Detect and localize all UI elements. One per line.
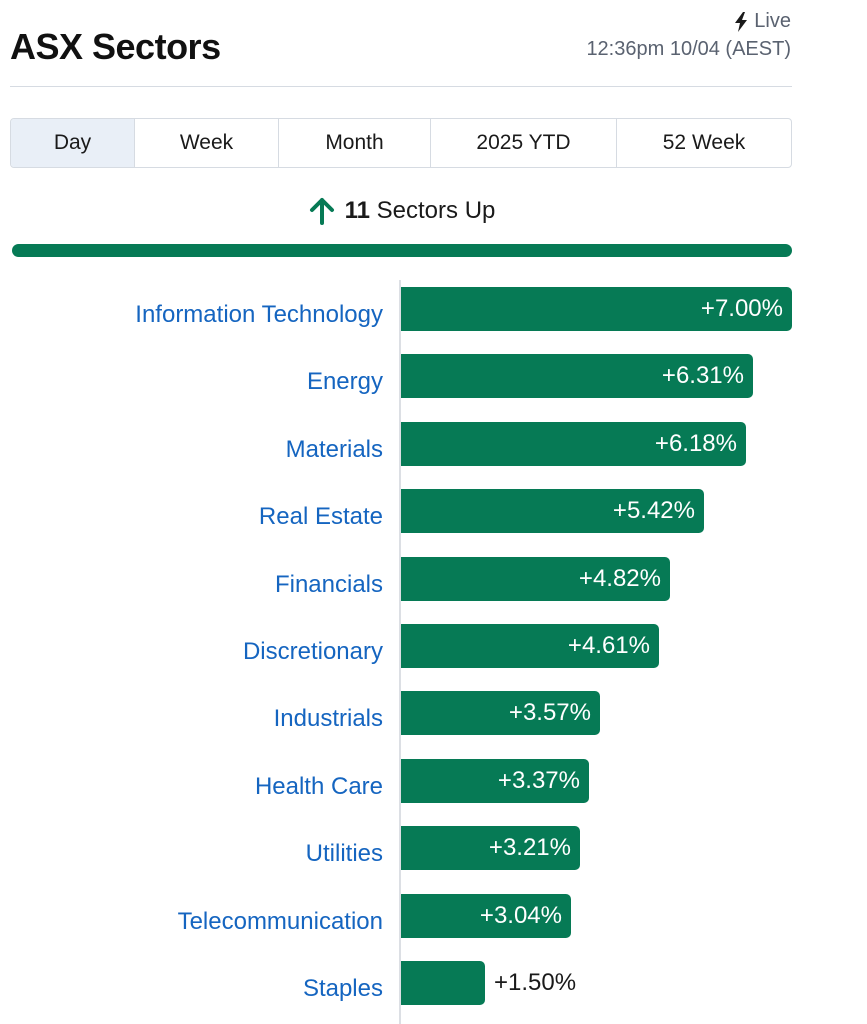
sector-label[interactable]: Discretionary <box>242 638 383 665</box>
sector-bar[interactable] <box>401 287 792 331</box>
sector-row: Materials +6.18% <box>0 422 867 472</box>
sector-bar[interactable] <box>401 557 670 601</box>
sector-bar[interactable] <box>401 422 746 466</box>
sector-bar[interactable] <box>401 826 580 870</box>
sector-value-label: +5.42% <box>612 497 695 524</box>
sector-row: Information Technology +7.00% <box>0 287 867 337</box>
sector-label[interactable]: Financials <box>274 571 383 598</box>
sector-value-label: +6.31% <box>661 362 744 389</box>
sector-bar[interactable] <box>401 624 659 668</box>
sector-bar[interactable] <box>401 354 753 398</box>
sector-label[interactable]: Telecommunication <box>177 908 383 935</box>
sector-bar[interactable] <box>401 961 485 1005</box>
sector-label[interactable]: Health Care <box>254 773 383 800</box>
sectors-up-count: 11 <box>344 197 370 224</box>
sectors-summary: 11 Sectors Up <box>0 196 802 226</box>
sector-value-label: +3.37% <box>497 767 580 794</box>
lightning-bolt-icon <box>735 11 748 32</box>
period-tabs: Day Week Month 2025 YTD 52 Week <box>10 118 792 168</box>
chart-axis-line <box>399 280 401 1024</box>
sector-label[interactable]: Utilities <box>305 840 383 867</box>
sector-value-label: +1.50% <box>494 969 577 996</box>
sector-value-label: +3.21% <box>488 834 571 861</box>
sector-value-label: +4.82% <box>578 565 661 592</box>
sector-row: Discretionary +4.61% <box>0 624 867 674</box>
sector-row: Utilities +3.21% <box>0 826 867 876</box>
arrow-up-icon <box>309 198 334 225</box>
page-title: ASX Sectors <box>10 26 221 67</box>
tab-2025-ytd[interactable]: 2025 YTD <box>431 119 617 167</box>
sector-bar[interactable] <box>401 894 571 938</box>
sector-row: Health Care +3.37% <box>0 759 867 809</box>
tab-day[interactable]: Day <box>11 119 135 167</box>
live-label: Live <box>754 10 791 32</box>
sector-value-label: +4.61% <box>567 632 650 659</box>
sector-row: Financials +4.82% <box>0 557 867 607</box>
sector-row: Staples +1.50% <box>0 961 867 1011</box>
sector-label[interactable]: Industrials <box>273 705 383 732</box>
timestamp: 12:36pm 10/04 (AEST) <box>586 38 791 60</box>
sector-label[interactable]: Materials <box>285 436 383 463</box>
sectors-up-bar <box>12 244 792 257</box>
tab-week[interactable]: Week <box>135 119 279 167</box>
sector-bar[interactable] <box>401 489 704 533</box>
sector-bar[interactable] <box>401 691 600 735</box>
tab-month[interactable]: Month <box>279 119 431 167</box>
sector-row: Energy +6.31% <box>0 354 867 404</box>
sector-value-label: +3.57% <box>508 699 591 726</box>
sector-label[interactable]: Staples <box>302 975 383 1002</box>
tab-52-week[interactable]: 52 Week <box>662 131 746 154</box>
header-divider <box>10 86 792 87</box>
sector-row: Industrials +3.57% <box>0 691 867 741</box>
sector-value-label: +3.04% <box>479 902 562 929</box>
sector-label[interactable]: Real Estate <box>258 503 383 530</box>
sector-value-label: +7.00% <box>700 295 783 322</box>
sector-label[interactable]: Energy <box>306 368 383 395</box>
sector-row: Telecommunication +3.04% <box>0 894 867 944</box>
sector-label[interactable]: Information Technology <box>135 301 383 328</box>
sector-row: Real Estate +5.42% <box>0 489 867 539</box>
sector-value-label: +6.18% <box>654 430 737 457</box>
sectors-up-text: Sectors Up <box>376 197 496 224</box>
live-indicator: Live <box>734 10 791 33</box>
sector-bar[interactable] <box>401 759 589 803</box>
